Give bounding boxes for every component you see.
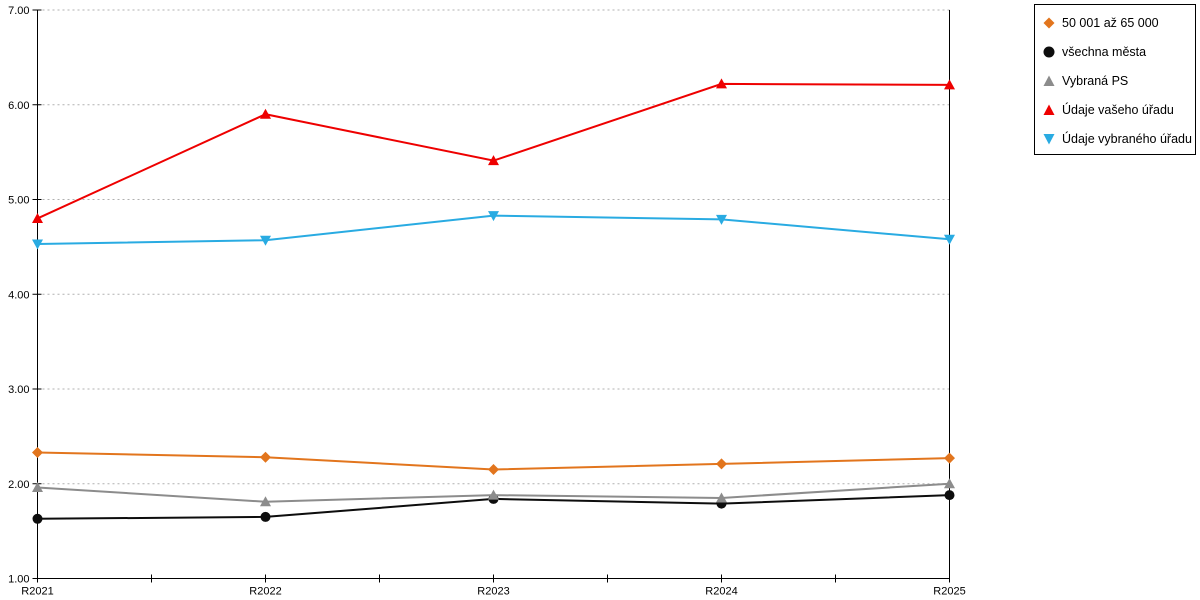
legend-item: Vybraná PS (1043, 66, 1191, 95)
y-tick-label: 4.00 (8, 289, 29, 301)
data-point (32, 446, 43, 458)
data-point (716, 492, 727, 503)
legend-item-label: Vybraná PS (1062, 73, 1129, 88)
data-point (32, 513, 43, 524)
legend-item: všechna města (1043, 37, 1191, 66)
data-point (32, 482, 43, 493)
data-point (716, 78, 727, 89)
legend-circle-icon (1043, 46, 1055, 57)
y-tick-label: 3.00 (8, 384, 29, 396)
x-tick-label: R2024 (705, 586, 737, 598)
legend-item-label: Údaje vašeho úřadu (1062, 102, 1174, 117)
legend-diamond-icon (1043, 17, 1055, 28)
y-tick-label: 1.00 (8, 574, 29, 586)
y-tick-label: 2.00 (8, 479, 29, 491)
data-point (944, 490, 955, 501)
chart-legend: 50 001 až 65 000 všechna města Vybraná P… (1034, 4, 1196, 155)
y-tick-label: 5.00 (8, 195, 29, 207)
y-tick-label: 6.00 (8, 100, 29, 112)
data-point (32, 212, 43, 223)
data-point (32, 239, 43, 250)
data-point (716, 214, 727, 225)
legend-item-label: 50 001 až 65 000 (1062, 15, 1159, 30)
data-point (944, 79, 955, 90)
y-tick-label: 7.00 (8, 5, 29, 17)
data-point (260, 235, 271, 246)
legend-triangle-up-icon (1043, 104, 1055, 115)
data-point (260, 496, 271, 507)
data-point (944, 234, 955, 245)
data-point (488, 211, 499, 222)
x-tick-label: R2023 (477, 586, 509, 598)
legend-triangle-up-icon (1043, 75, 1055, 86)
x-tick-label: R2025 (933, 586, 965, 598)
legend-item-label: Údaje vybraného úřadu (1062, 131, 1192, 146)
data-point (488, 155, 499, 166)
data-point (488, 489, 499, 500)
data-point (944, 478, 955, 489)
data-point (944, 452, 955, 464)
data-point (260, 511, 271, 522)
data-point (488, 464, 499, 476)
series-line-3 (37, 82, 950, 220)
legend-item: 50 001 až 65 000 (1043, 8, 1191, 37)
legend-triangle-down-icon (1043, 133, 1055, 144)
legend-item-label: všechna města (1062, 44, 1147, 59)
data-point (260, 451, 271, 463)
x-tick-label: R2021 (21, 586, 53, 598)
legend-item: Údaje vašeho úřadu (1043, 95, 1191, 124)
data-point (716, 458, 727, 470)
x-tick-label: R2022 (249, 586, 281, 598)
data-point (260, 108, 271, 119)
legend-item: Údaje vybraného úřadu (1043, 124, 1192, 153)
